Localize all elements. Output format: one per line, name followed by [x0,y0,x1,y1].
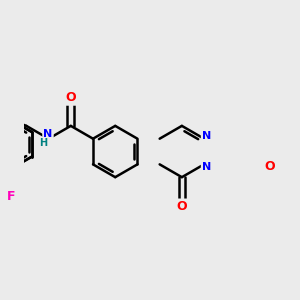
Text: N: N [202,162,211,172]
Text: N: N [43,129,52,140]
Text: O: O [265,160,275,173]
Text: N: N [202,131,211,141]
Text: O: O [65,92,76,104]
Text: H: H [39,138,47,148]
Text: F: F [7,190,15,203]
Text: O: O [176,200,187,213]
